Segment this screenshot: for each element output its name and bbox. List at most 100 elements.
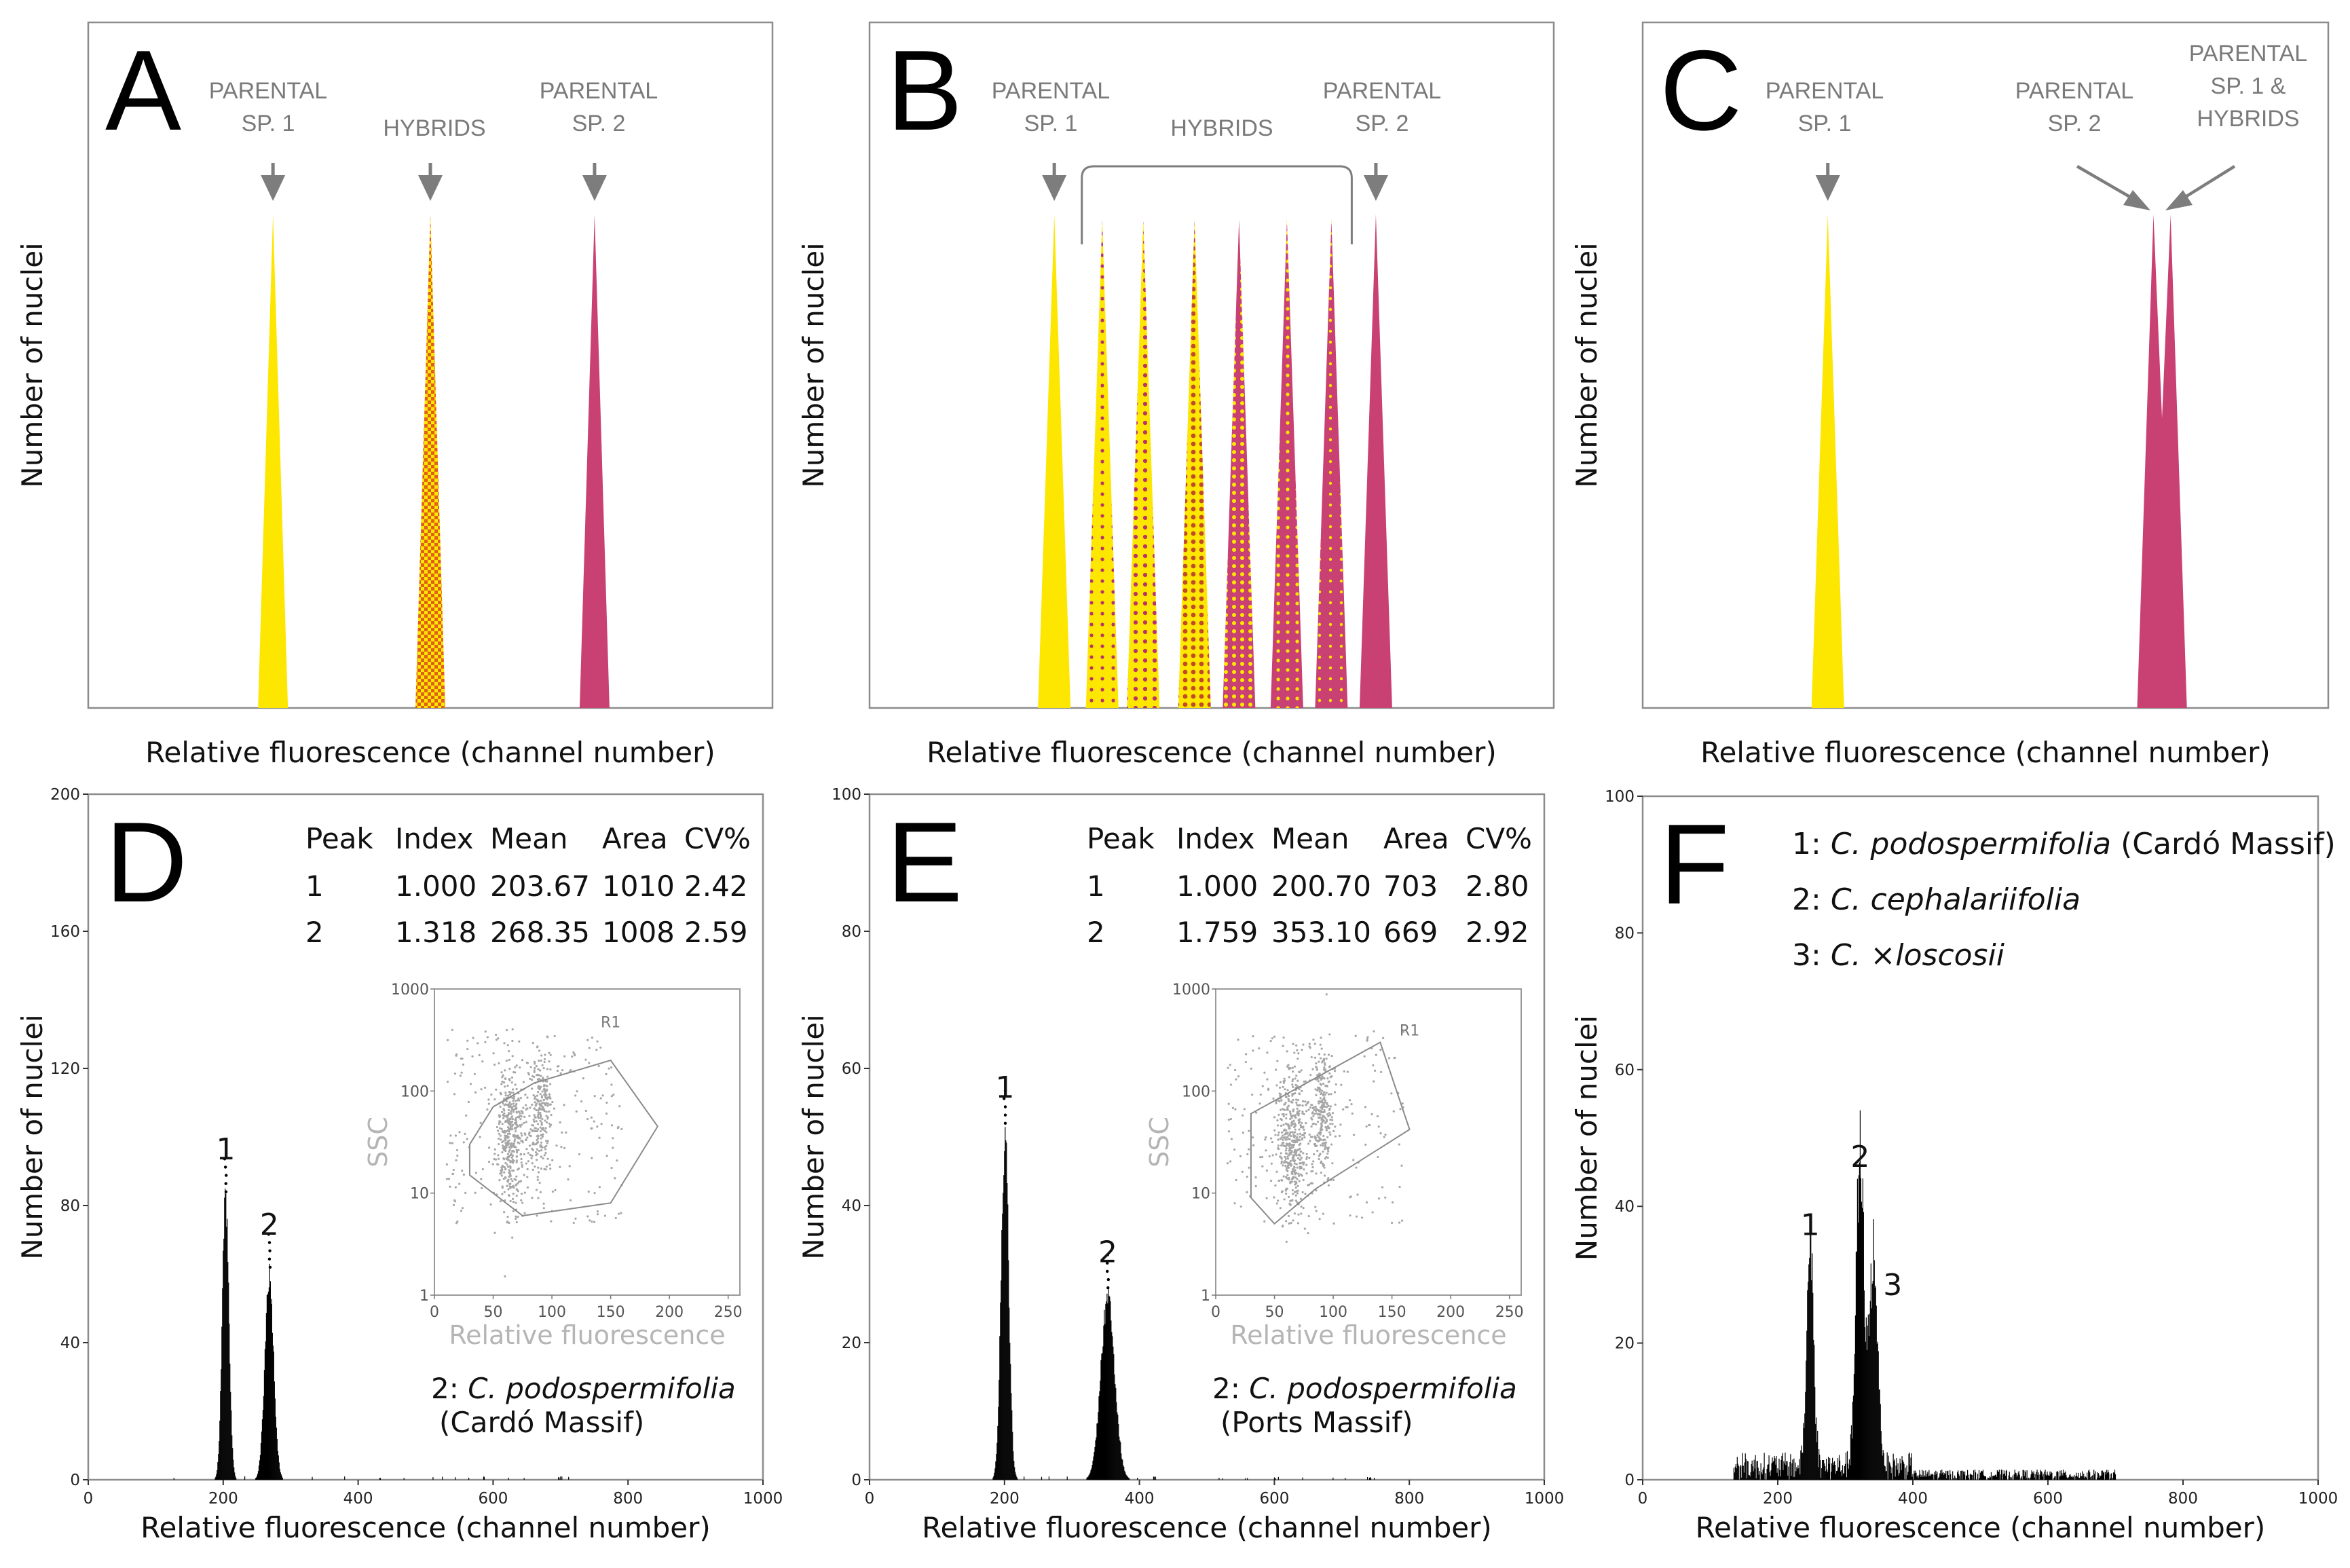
inset-point xyxy=(1302,1152,1305,1155)
inset-point xyxy=(536,1094,539,1097)
inset-point xyxy=(526,1096,529,1099)
inset-point xyxy=(1229,1064,1231,1066)
inset-point xyxy=(1365,1201,1368,1203)
stats-table: Peak Index Mean Area CV% 1 1.000 200.70 703 2.80 2… xyxy=(1087,822,1532,949)
inset-point xyxy=(1318,1140,1320,1142)
inset-point xyxy=(605,1112,608,1115)
inset-point xyxy=(527,1152,529,1155)
inset-point xyxy=(533,1114,536,1117)
inset-x-tick-label: 100 xyxy=(538,1304,566,1321)
inset-point xyxy=(1280,1144,1283,1147)
inset-point xyxy=(521,1165,523,1168)
inset-point xyxy=(537,1117,540,1119)
inset-x-tick-label: 50 xyxy=(1265,1304,1284,1321)
inset-point xyxy=(1363,1055,1366,1058)
inset-point xyxy=(1364,1143,1367,1146)
inset-point xyxy=(531,1103,534,1106)
inset-point xyxy=(1320,1144,1322,1146)
inset-point xyxy=(1299,1132,1302,1135)
inset-point xyxy=(506,1120,509,1123)
peak-outlier-dot xyxy=(224,1190,228,1194)
table-header: Mean xyxy=(490,822,567,855)
inset-point xyxy=(1283,1108,1286,1111)
inset-point xyxy=(496,1163,499,1165)
legend-species: C. podospermifolia xyxy=(1831,827,2111,861)
inset-point xyxy=(453,1199,456,1201)
inset-point xyxy=(504,1077,507,1081)
inset-point xyxy=(1329,1134,1332,1136)
inset-point xyxy=(586,1215,589,1218)
inset-point xyxy=(596,1125,599,1128)
inset-point xyxy=(1300,1157,1303,1159)
inset-point xyxy=(1280,1093,1282,1096)
peak-outlier-dot xyxy=(1003,1089,1007,1092)
inset-point xyxy=(1286,1170,1289,1173)
inset-point xyxy=(1372,1064,1375,1067)
inset-point xyxy=(574,1094,577,1097)
inset-point xyxy=(605,1101,608,1104)
inset-point xyxy=(1314,1066,1318,1068)
inset-point xyxy=(455,1159,458,1162)
inset-point xyxy=(1290,1180,1293,1183)
inset-point xyxy=(614,1177,616,1180)
inset-point xyxy=(1296,1104,1299,1106)
inset-point xyxy=(541,1135,544,1138)
table-cell: 2.80 xyxy=(1466,870,1529,903)
y-tick-label: 160 xyxy=(50,923,80,941)
inset-point xyxy=(1290,1153,1292,1155)
inset-point xyxy=(598,1136,601,1139)
inset-point xyxy=(515,1110,518,1113)
inset-point xyxy=(510,1142,513,1144)
inset-point xyxy=(544,1151,547,1155)
inset-point xyxy=(1296,1140,1299,1144)
inset-point xyxy=(1322,1058,1326,1060)
inset-point xyxy=(496,1125,498,1129)
inset-point xyxy=(1289,1131,1292,1134)
inset-point xyxy=(1334,1135,1337,1138)
annotation-label: PARENTAL xyxy=(1323,78,1441,104)
inset-point xyxy=(1297,1052,1300,1055)
inset-point xyxy=(1313,1056,1317,1059)
inset-point xyxy=(1294,1116,1297,1119)
inset-point xyxy=(503,1130,506,1132)
inset-point xyxy=(1234,1068,1237,1072)
inset-point xyxy=(531,1197,534,1199)
inset-point xyxy=(521,1123,523,1126)
inset-point xyxy=(1352,1134,1356,1136)
inset-point xyxy=(1282,1123,1285,1126)
inset-point xyxy=(477,1042,479,1045)
peak-1 xyxy=(258,214,288,708)
annotation-label: PARENTAL xyxy=(540,78,658,104)
inset-point xyxy=(480,1178,483,1180)
inset-point xyxy=(1290,1150,1293,1153)
inset-point xyxy=(1332,1130,1335,1132)
inset-point xyxy=(1394,1056,1396,1059)
inset-point xyxy=(507,1129,510,1132)
inset-point xyxy=(499,1200,502,1203)
inset-frame xyxy=(1215,988,1522,1296)
inset-point xyxy=(1302,1207,1305,1210)
inset-point xyxy=(1289,1203,1292,1206)
inset-point xyxy=(541,1064,544,1066)
inset-point xyxy=(535,1120,538,1123)
inset-point xyxy=(1316,1074,1319,1077)
inset-point xyxy=(540,1096,543,1099)
inset-point xyxy=(531,1155,534,1157)
inset-point xyxy=(1324,1085,1327,1087)
inset-point xyxy=(537,1068,540,1070)
inset-point xyxy=(515,1117,517,1119)
inset-point xyxy=(1310,1056,1313,1059)
inset-point xyxy=(1290,1146,1293,1149)
inset-point xyxy=(1364,1106,1366,1108)
inset-point xyxy=(542,1157,544,1160)
inset-point xyxy=(620,1127,623,1130)
inset-point xyxy=(544,1094,546,1097)
inset-point xyxy=(1280,1108,1282,1111)
inset-point xyxy=(454,1186,457,1189)
inset-point xyxy=(525,1138,527,1142)
inset-point xyxy=(501,1168,504,1171)
inset-point xyxy=(1318,1102,1320,1105)
inset-point xyxy=(1315,1094,1318,1096)
inset-point xyxy=(531,1141,535,1144)
inset-point xyxy=(1291,1131,1294,1134)
